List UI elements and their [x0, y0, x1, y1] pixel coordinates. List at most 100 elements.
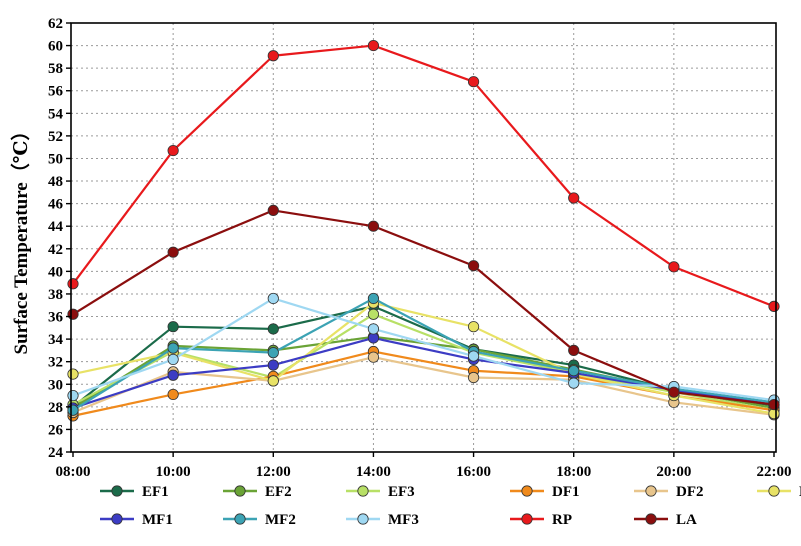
y-tick-label: 24 — [48, 445, 64, 461]
legend-label: MF1 — [142, 512, 173, 528]
data-point-la — [367, 220, 380, 232]
y-tick-label: 36 — [48, 310, 64, 326]
data-point-la — [267, 204, 279, 217]
plot-frame — [70, 22, 777, 453]
legend-label: MF2 — [265, 512, 296, 528]
legend-label: DF2 — [676, 484, 704, 500]
y-tick-label: 58 — [48, 61, 63, 77]
data-point-rp — [367, 39, 380, 52]
y-tick-label: 48 — [48, 174, 63, 190]
series-line-df3 — [72, 301, 775, 415]
data-point-mf3 — [167, 353, 179, 366]
legend-item-ef1: EF1 — [100, 484, 169, 500]
data-point-la — [668, 386, 680, 398]
y-tick-label: 38 — [48, 287, 63, 303]
y-tick-label: 34 — [48, 332, 64, 348]
data-point-rp — [668, 261, 680, 273]
legend-marker — [521, 513, 533, 525]
series-line-la — [72, 209, 775, 406]
series-line-ef3 — [72, 313, 775, 412]
x-tick-label: 10:00 — [156, 464, 191, 480]
x-tick-label: 16:00 — [456, 464, 491, 480]
data-point-mf2 — [167, 342, 179, 354]
series-line-rp — [72, 44, 775, 308]
x-tick-label: 08:00 — [56, 464, 91, 480]
data-point-la — [467, 260, 480, 272]
data-point-mf2 — [267, 347, 279, 359]
data-point-rp — [467, 76, 480, 88]
legend-marker — [111, 513, 123, 525]
legend-item-ef3: EF3 — [346, 484, 415, 500]
data-point-mf3 — [367, 323, 380, 335]
data-point-rp — [67, 278, 79, 290]
x-tick-label: 12:00 — [256, 464, 291, 480]
data-point-rp — [167, 144, 179, 157]
x-tick-label: 22:00 — [757, 464, 792, 480]
legend-marker — [645, 485, 657, 497]
data-point-df1 — [167, 388, 179, 401]
data-point-df2 — [367, 351, 380, 363]
data-point-la — [568, 344, 580, 356]
series-lines — [67, 39, 780, 422]
legend: EF1 EF2 EF3 DF1 DF2 DF3 MF1 MF2 MF3 RP LA — [100, 484, 801, 528]
data-point-mf3 — [67, 389, 79, 402]
legend-marker — [645, 513, 657, 525]
legend-label: DF1 — [552, 484, 580, 500]
legend-item-df2: DF2 — [634, 484, 704, 500]
y-tick-label: 46 — [48, 197, 64, 213]
data-point-df3 — [267, 375, 279, 387]
data-point-la — [67, 308, 79, 320]
legend-item-mf3: MF3 — [346, 512, 419, 528]
legend-item-df3: DF3 — [757, 484, 801, 500]
data-point-mf1 — [167, 369, 179, 381]
data-point-ef1 — [267, 323, 279, 335]
data-point-mf3 — [568, 377, 580, 389]
legend-marker — [111, 485, 123, 497]
y-tick-label: 44 — [48, 219, 64, 235]
legend-label: DF3 — [799, 484, 801, 500]
y-tick-label: 32 — [48, 355, 63, 371]
data-point-mf3 — [267, 292, 279, 305]
y-tick-label: 42 — [48, 242, 63, 258]
data-point-df3 — [67, 368, 79, 380]
series-rp — [67, 39, 780, 312]
data-point-df3 — [467, 321, 480, 333]
legend-item-ef2: EF2 — [223, 484, 292, 500]
data-point-ef3 — [367, 308, 380, 320]
y-axis-title: Surface Temperature（℃） — [9, 122, 32, 355]
legend-marker — [234, 485, 246, 497]
series-la — [67, 204, 780, 411]
data-point-la — [768, 398, 780, 411]
data-point-rp — [568, 192, 580, 204]
legend-marker — [357, 513, 369, 525]
x-tick-label: 18:00 — [556, 464, 591, 480]
y-tick-label: 30 — [48, 377, 63, 393]
series-mf3 — [67, 292, 780, 406]
data-point-mf2 — [367, 292, 380, 305]
legend-label: LA — [676, 512, 697, 528]
y-tick-label: 62 — [48, 16, 63, 32]
legend-label: EF1 — [142, 484, 169, 500]
y-tick-label: 28 — [48, 400, 63, 416]
legend-item-la: LA — [634, 512, 697, 528]
y-tick-label: 60 — [48, 39, 63, 55]
legend-item-mf2: MF2 — [223, 512, 296, 528]
legend-label: MF3 — [388, 512, 419, 528]
x-tick-label: 20:00 — [656, 464, 691, 480]
axis-ticks: 24 26 28 30 32 34 36 38 40 42 44 46 48 50 52 54 56 58 60 62… — [48, 16, 792, 480]
y-tick-label: 26 — [48, 422, 64, 438]
x-tick-label: 14:00 — [356, 464, 391, 480]
data-point-mf3 — [467, 350, 480, 362]
legend-marker — [357, 485, 369, 497]
data-point-df2 — [467, 371, 480, 384]
data-point-la — [167, 246, 179, 258]
data-point-rp — [267, 50, 279, 62]
y-tick-label: 56 — [48, 84, 64, 100]
y-tick-label: 50 — [48, 151, 63, 167]
legend-item-df1: DF1 — [510, 484, 580, 500]
legend-item-mf1: MF1 — [100, 512, 173, 528]
y-tick-label: 40 — [48, 264, 63, 280]
grid-lines — [71, 23, 776, 452]
